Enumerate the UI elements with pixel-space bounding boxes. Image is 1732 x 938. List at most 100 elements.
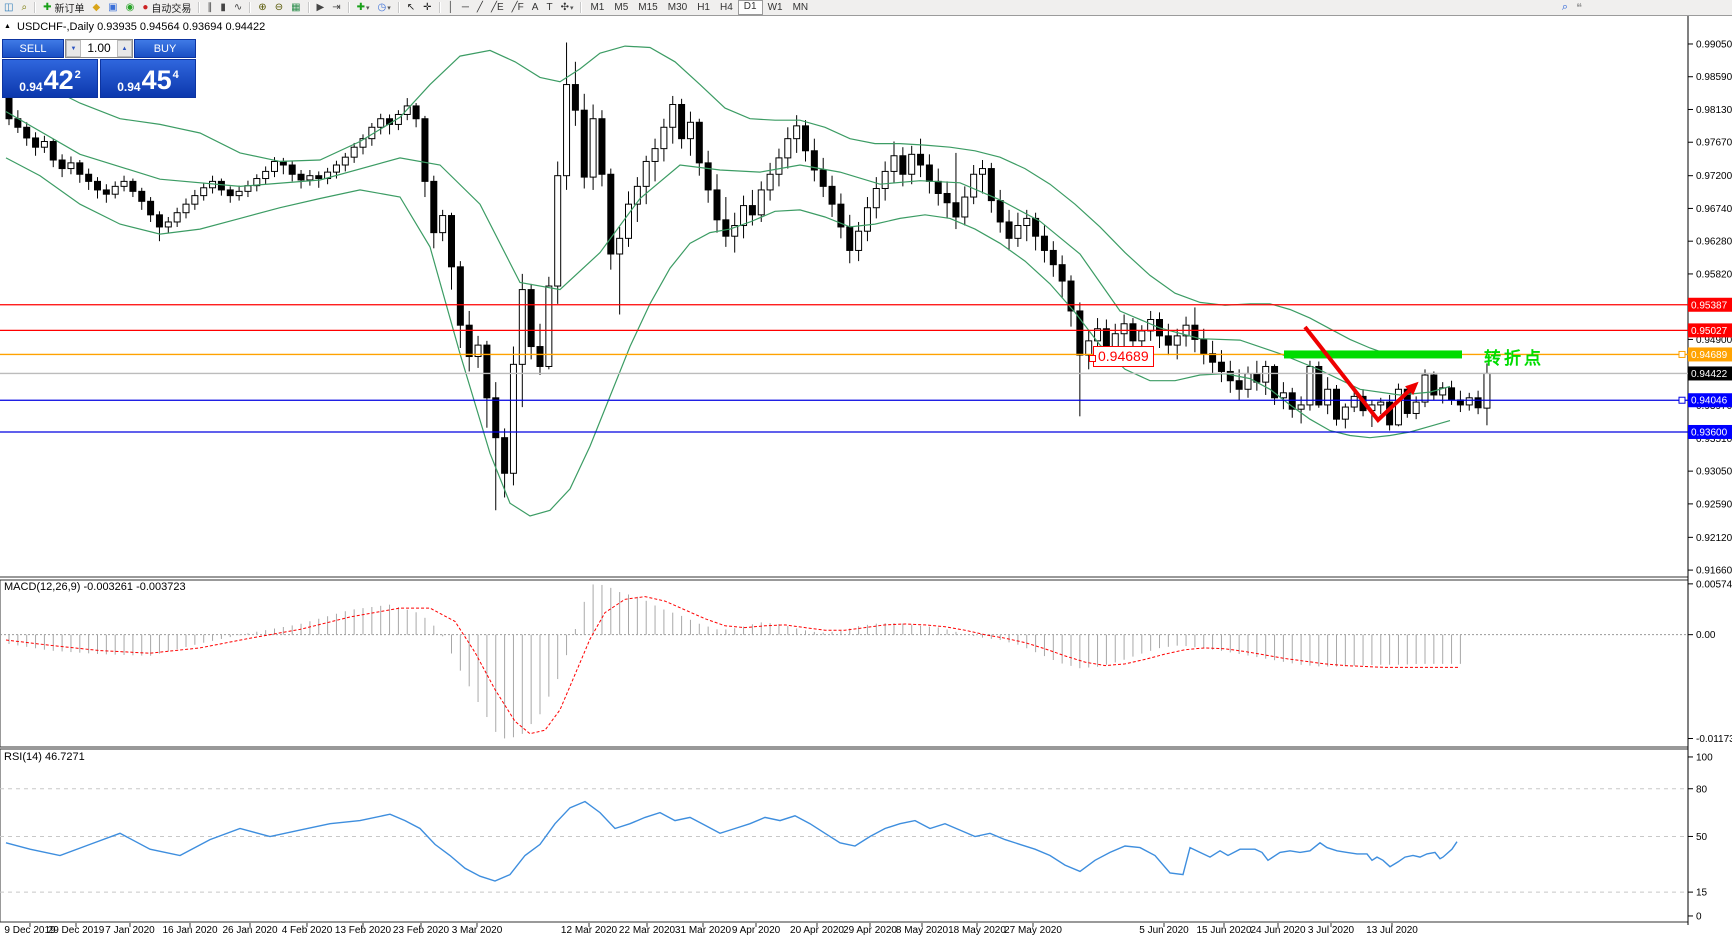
periods-button[interactable]: ◷ ▾ bbox=[374, 1, 395, 14]
timeframe-button-m30[interactable]: M30 bbox=[667, 2, 688, 13]
candle-body bbox=[1085, 340, 1093, 356]
candle-body bbox=[1014, 225, 1022, 239]
volume-down-button[interactable]: ▼ bbox=[66, 40, 81, 57]
price-level-tag[interactable]: 0.94689 bbox=[1089, 346, 1154, 367]
zoom-out-icon[interactable]: ⊖ bbox=[271, 1, 287, 14]
timeframe-button-w1[interactable]: W1 bbox=[767, 2, 783, 13]
date-axis-label: 8 May 2020 bbox=[896, 925, 949, 936]
terminal-icon[interactable]: ▣ bbox=[104, 1, 121, 14]
cursor-tool-icon[interactable]: ↖ bbox=[403, 1, 419, 14]
candle-body bbox=[563, 84, 571, 177]
chat-icon[interactable]: ❝ bbox=[1576, 2, 1582, 14]
date-axis-label: 13 Jul 2020 bbox=[1366, 925, 1418, 936]
date-axis-label: 16 Jan 2020 bbox=[162, 925, 217, 936]
arrows-tool-icon-dropdown-icon[interactable]: ▾ bbox=[569, 4, 574, 12]
candle-body bbox=[501, 437, 509, 474]
candle-body bbox=[1235, 380, 1243, 390]
timeframe-button-h1[interactable]: H1 bbox=[697, 2, 710, 13]
chart-window-icon: ◫ bbox=[4, 2, 14, 13]
candle-body bbox=[509, 363, 517, 474]
periods-button-dropdown-icon[interactable]: ▾ bbox=[387, 4, 391, 12]
volume-up-button[interactable]: ▲ bbox=[117, 40, 132, 57]
candle-body bbox=[545, 285, 553, 367]
bar-chart-icon[interactable]: ∥ bbox=[203, 1, 216, 14]
timeframe-button-m1[interactable]: M1 bbox=[590, 2, 605, 13]
candle-body bbox=[625, 203, 632, 239]
hline-anchor[interactable] bbox=[1678, 396, 1686, 404]
line-chart-icon: ∿ bbox=[233, 2, 243, 13]
text-tool-icon: A bbox=[531, 2, 539, 13]
price-label-box bbox=[1688, 393, 1732, 408]
vertical-line-tool-icon[interactable]: │ bbox=[444, 1, 458, 14]
candle-body bbox=[961, 196, 969, 218]
candle-body bbox=[1209, 353, 1217, 363]
candle-body bbox=[1271, 365, 1279, 399]
crosshair-tool-icon[interactable]: ✛ bbox=[419, 1, 435, 14]
price-label-box bbox=[1688, 323, 1732, 338]
timeframe-button-h4[interactable]: H4 bbox=[719, 2, 733, 13]
timeframe-button-d1[interactable]: D1 bbox=[737, 0, 763, 15]
timeframe-button-mn[interactable]: MN bbox=[792, 2, 809, 13]
channel-tool-icon[interactable]: ╱E bbox=[487, 1, 508, 14]
timeframe-button-m5[interactable]: M5 bbox=[614, 2, 629, 13]
collapse-arrow-icon[interactable]: ▲ bbox=[4, 23, 11, 30]
tile-windows-icon[interactable]: ▦ bbox=[287, 1, 304, 14]
candle-body bbox=[987, 168, 995, 202]
indicators-button-dropdown-icon[interactable]: ▾ bbox=[366, 4, 370, 12]
candle-body bbox=[810, 150, 818, 171]
sell-price-button[interactable]: 0.94 42 2 bbox=[2, 59, 98, 98]
zigzag-arrowhead bbox=[1405, 381, 1419, 396]
arrows-tool-icon: ✣ bbox=[560, 2, 569, 13]
horizontal-line-tool-icon[interactable]: ─ bbox=[458, 1, 473, 14]
mobile-signal-icon[interactable]: ◉ bbox=[122, 1, 139, 14]
toolbar-separator bbox=[580, 2, 583, 13]
arrows-tool-icon[interactable]: ✣ ▾ bbox=[557, 1, 578, 14]
candlestick-chart-icon[interactable]: ▮ bbox=[216, 1, 230, 14]
date-axis-label: 9 Dec 2019 bbox=[4, 925, 56, 936]
cursor-tool-icon: ↖ bbox=[406, 2, 416, 13]
label-tool-icon[interactable]: T bbox=[542, 1, 556, 14]
candle-body bbox=[580, 109, 588, 178]
auto-scroll-icon[interactable]: ▶ bbox=[313, 1, 329, 14]
price-label-text: 0.94046 bbox=[1691, 396, 1728, 407]
candle-body bbox=[536, 346, 544, 367]
hline-anchor[interactable] bbox=[1678, 350, 1686, 358]
candle-body bbox=[1465, 397, 1473, 406]
indicators-button[interactable]: ✚ ▾ bbox=[353, 1, 374, 14]
autotrading-button[interactable]: ● 自动交易 bbox=[138, 1, 195, 15]
price-label-box bbox=[1688, 347, 1732, 362]
candle-body bbox=[899, 155, 907, 175]
candle-body bbox=[1288, 392, 1296, 410]
candle-body bbox=[669, 103, 677, 128]
text-tool-icon[interactable]: A bbox=[528, 1, 543, 14]
symbol-ohlc-values: 0.93935 0.94564 0.93694 0.94422 bbox=[97, 21, 266, 33]
timeframe-button-m15[interactable]: M15 bbox=[638, 2, 658, 13]
sell-button[interactable]: SELL bbox=[2, 39, 64, 58]
candle-body bbox=[766, 173, 774, 191]
chart-shift-icon[interactable]: ⇥ bbox=[328, 1, 344, 14]
candle-body bbox=[1350, 395, 1358, 408]
buy-button[interactable]: BUY bbox=[134, 39, 196, 58]
zigzag-arrow-line[interactable] bbox=[1303, 325, 1414, 423]
price-tag-anchor[interactable] bbox=[1089, 355, 1096, 362]
trendline-tool-icon[interactable]: ╱ bbox=[473, 1, 487, 14]
chart-window-icon[interactable]: ◫ bbox=[0, 1, 17, 14]
data-window-icon[interactable]: ⌕ bbox=[17, 1, 31, 14]
new-order-button[interactable]: ✚ 新订单 bbox=[39, 1, 88, 15]
candle-body bbox=[1483, 372, 1491, 409]
turning-point-bar[interactable] bbox=[1284, 350, 1462, 359]
search-icon[interactable]: ⌕ bbox=[1561, 1, 1569, 13]
chart-background[interactable] bbox=[0, 16, 1732, 938]
sell-price-sup: 2 bbox=[74, 69, 81, 81]
volume-input[interactable]: 1.00 bbox=[81, 40, 117, 57]
candle-body bbox=[182, 203, 190, 214]
zoom-in-icon[interactable]: ⊕ bbox=[254, 1, 270, 14]
line-chart-icon[interactable]: ∿ bbox=[230, 1, 246, 14]
fibonacci-tool-icon[interactable]: ╱F bbox=[508, 1, 528, 14]
candle-body bbox=[350, 146, 358, 158]
price-axis-tick-label: 0.98590 bbox=[1696, 72, 1732, 83]
turning-point-note[interactable]: 转折点 bbox=[1484, 349, 1544, 368]
buy-price-button[interactable]: 0.94 45 4 bbox=[100, 59, 196, 98]
metaeditor-icon[interactable]: ◆ bbox=[88, 1, 104, 14]
